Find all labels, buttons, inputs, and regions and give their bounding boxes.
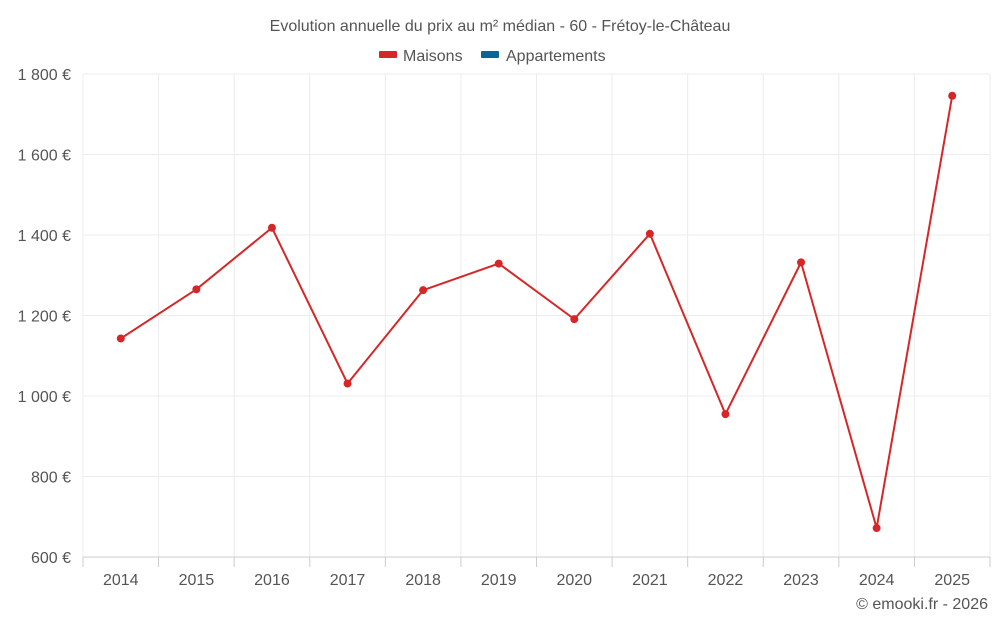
legend-item-appartements[interactable]: Appartements: [481, 48, 606, 65]
data-point[interactable]: [494, 259, 503, 268]
x-tick-label: 2021: [632, 572, 668, 589]
y-tick-label: 800 €: [31, 470, 71, 487]
data-point[interactable]: [797, 258, 806, 267]
chart-title: Evolution annuelle du prix au m² médian …: [270, 18, 731, 35]
x-tick-label: 2016: [254, 572, 290, 589]
x-tick-label: 2017: [330, 572, 366, 589]
x-tick-label: 2022: [708, 572, 744, 589]
x-tick-label: 2015: [179, 572, 215, 589]
x-tick-label: 2020: [556, 572, 592, 589]
y-tick-label: 1 400 €: [18, 228, 71, 245]
legend-swatch-appartements: [481, 51, 499, 58]
legend-item-maisons[interactable]: Maisons: [379, 48, 463, 65]
data-point[interactable]: [872, 524, 881, 533]
data-point[interactable]: [645, 229, 654, 238]
series-points: [116, 91, 957, 533]
x-tick-label: 2025: [934, 572, 970, 589]
data-point[interactable]: [948, 91, 957, 100]
x-gridlines: [82, 74, 991, 567]
y-tick-label: 1 200 €: [18, 309, 71, 326]
legend-label-appartements: Appartements: [506, 48, 606, 65]
data-point[interactable]: [570, 315, 579, 324]
x-axis-labels: 2014 2015 2016 2017 2018 2019 2020 2021 2022 2023…: [103, 572, 970, 589]
legend: Maisons Appartements: [379, 48, 606, 65]
legend-label-maisons: Maisons: [403, 48, 463, 65]
y-tick-label: 1 600 €: [18, 148, 71, 165]
data-point[interactable]: [419, 286, 428, 295]
data-point[interactable]: [192, 285, 201, 294]
series-line-maisons: [120, 95, 954, 530]
y-tick-label: 1 000 €: [18, 389, 71, 406]
y-axis-labels: 600 € 800 € 1 000 € 1 200 € 1 400 € 1 600 € 1 …: [18, 67, 71, 567]
x-tick-label: 2019: [481, 572, 517, 589]
y-tick-label: 600 €: [31, 550, 71, 567]
data-point[interactable]: [116, 334, 125, 343]
data-point[interactable]: [721, 410, 730, 419]
series-lines: [120, 95, 954, 530]
y-tick-label: 1 800 €: [18, 67, 71, 84]
data-point[interactable]: [343, 379, 352, 388]
x-tick-label: 2018: [405, 572, 441, 589]
data-point[interactable]: [267, 223, 276, 232]
legend-swatch-maisons: [379, 51, 397, 58]
credit-text: © emooki.fr - 2026: [856, 596, 988, 613]
x-tick-label: 2024: [859, 572, 895, 589]
x-tick-label: 2014: [103, 572, 139, 589]
x-tick-label: 2023: [783, 572, 819, 589]
